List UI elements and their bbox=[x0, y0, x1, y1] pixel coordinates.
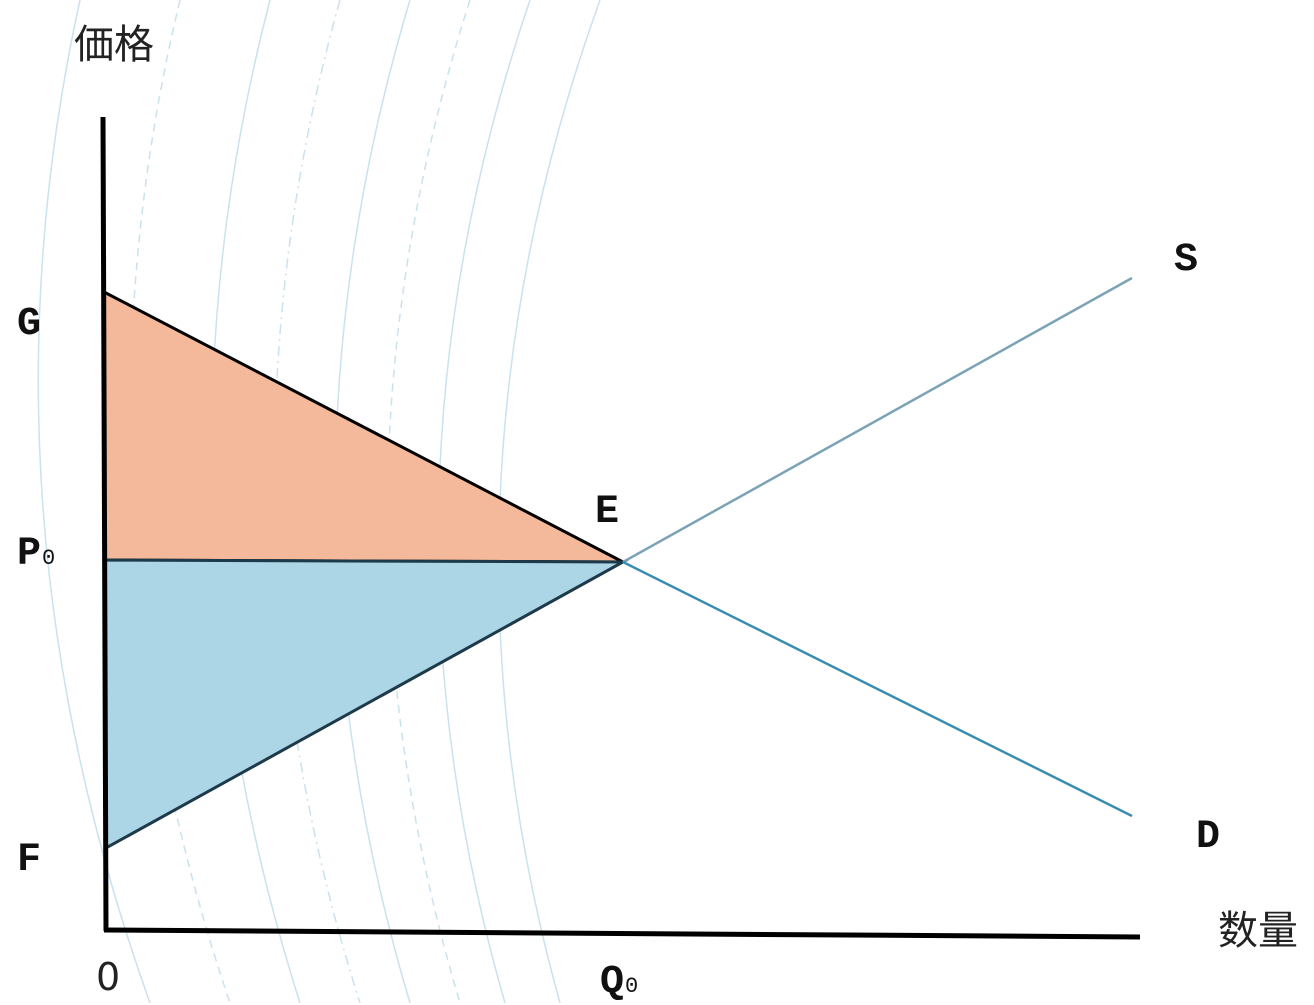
x-axis bbox=[103, 927, 1141, 940]
p0-letter: P bbox=[17, 532, 42, 577]
point-label-q0: Q0 bbox=[600, 960, 638, 1005]
q0-letter: Q bbox=[600, 960, 625, 1005]
consumer-surplus-area bbox=[102, 289, 624, 564]
demand-curve-label: D bbox=[1196, 815, 1221, 860]
y-axis bbox=[100, 116, 109, 932]
point-label-f: F bbox=[17, 838, 42, 883]
background-arc bbox=[498, 0, 601, 1003]
y-axis-title: 価格 bbox=[74, 22, 154, 68]
origin-label: 0 bbox=[96, 955, 121, 999]
demand-curve bbox=[622, 560, 1133, 818]
p0-subscript: 0 bbox=[42, 546, 56, 571]
point-label-g: G bbox=[17, 302, 42, 347]
supply-curve-label: S bbox=[1174, 238, 1199, 283]
x-axis-title: 数量 bbox=[1218, 908, 1298, 954]
point-label-e: E bbox=[595, 490, 620, 535]
producer-surplus-area bbox=[102, 558, 629, 851]
supply-curve bbox=[622, 276, 1133, 564]
q0-subscript: 0 bbox=[625, 974, 639, 999]
point-label-p0: P0 bbox=[17, 532, 55, 577]
